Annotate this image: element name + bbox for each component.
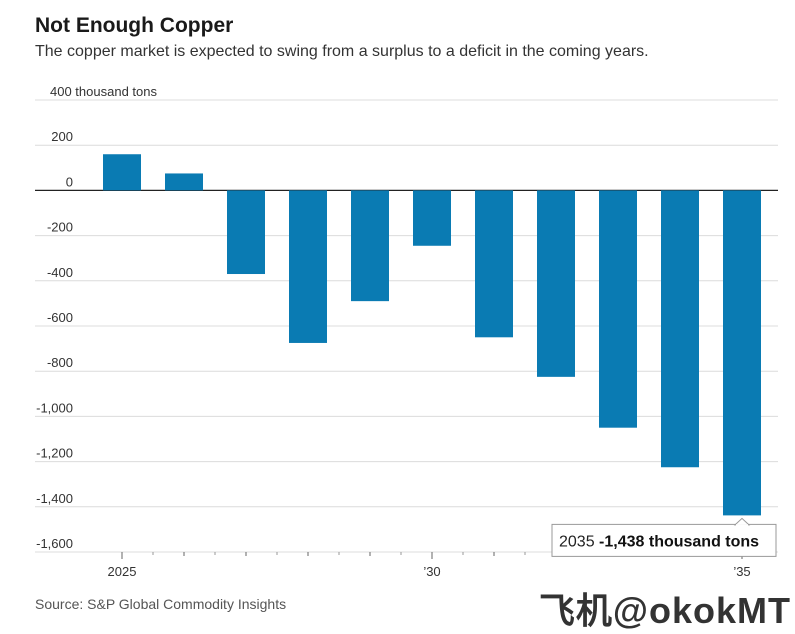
bar-2031 bbox=[475, 190, 513, 338]
bar-2028 bbox=[289, 190, 327, 343]
bar-2034 bbox=[661, 190, 699, 468]
annotation-callout: 2035 -1,438 thousand tons bbox=[551, 517, 777, 557]
y-tick-label: 0 bbox=[66, 174, 73, 189]
bar-chart: 200 0 -200 -400 -600 -800 -1,000 -1,200 -1,400 -1… bbox=[35, 84, 778, 579]
bars bbox=[103, 154, 761, 516]
callout-value: -1,438 thousand tons bbox=[599, 533, 759, 550]
y-tick-label: -1,000 bbox=[36, 400, 73, 415]
watermark: 飞机@okokMT bbox=[538, 590, 791, 631]
bar-2035 bbox=[723, 190, 761, 516]
callout-text: 2035 -1,438 thousand tons bbox=[559, 533, 759, 550]
bar-2027 bbox=[227, 190, 265, 275]
bar-2025 bbox=[103, 154, 141, 191]
bar-2026 bbox=[165, 173, 203, 191]
y-unit-label: 400 thousand tons bbox=[50, 84, 157, 99]
gridlines bbox=[35, 99, 778, 553]
y-tick-label: 200 bbox=[51, 129, 73, 144]
x-axis: 2025 ’30 ’35 bbox=[108, 552, 751, 579]
x-tick-label: 2025 bbox=[108, 564, 137, 579]
y-axis-labels: 200 0 -200 -400 -600 -800 -1,000 -1,200 -1,400 -1… bbox=[36, 84, 157, 551]
bar-2032 bbox=[537, 190, 575, 377]
bar-2033 bbox=[599, 190, 637, 428]
y-tick-label: -200 bbox=[47, 220, 73, 235]
y-tick-label: -600 bbox=[47, 310, 73, 325]
callout-pointer bbox=[733, 517, 751, 526]
y-tick-label: -1,600 bbox=[36, 536, 73, 551]
x-tick-label: ’30 bbox=[423, 564, 440, 579]
y-tick-label: -800 bbox=[47, 355, 73, 370]
bar-2030 bbox=[413, 190, 451, 246]
x-tick-label: ’35 bbox=[733, 564, 750, 579]
bar-2029 bbox=[351, 190, 389, 302]
y-tick-label: -1,400 bbox=[36, 491, 73, 506]
source-note: Source: S&P Global Commodity Insights bbox=[35, 596, 287, 612]
callout-year: 2035 bbox=[559, 533, 599, 550]
y-tick-label: -400 bbox=[47, 265, 73, 280]
chart-subtitle: The copper market is expected to swing f… bbox=[35, 43, 649, 60]
y-tick-label: -1,200 bbox=[36, 446, 73, 461]
chart-title: Not Enough Copper bbox=[35, 14, 234, 37]
callout-box bbox=[551, 523, 777, 557]
